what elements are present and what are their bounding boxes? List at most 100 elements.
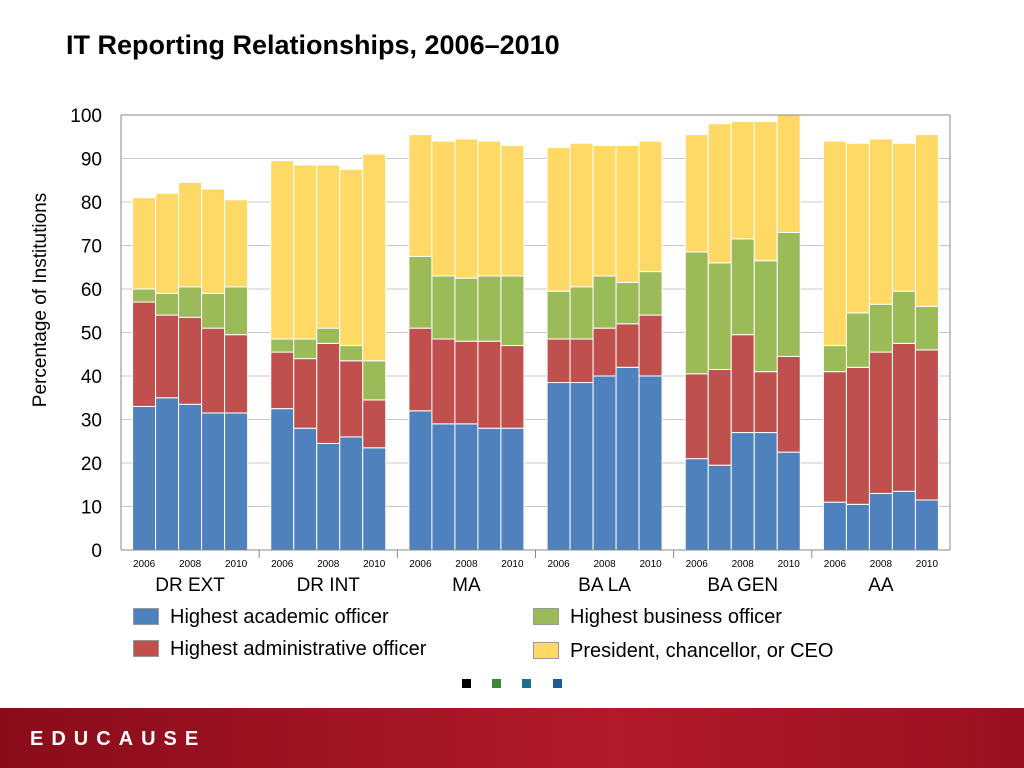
y-axis-label: Percentage of Institutions — [30, 193, 51, 407]
group-label: BA LA — [578, 575, 631, 596]
bar-segment-president — [891, 142, 916, 292]
x-year-label: 2006 — [271, 559, 294, 570]
slide-dot-3[interactable] — [522, 679, 531, 688]
x-year-label: 2006 — [824, 559, 847, 570]
x-year-label: 2010 — [639, 559, 662, 570]
y-tick-label: 80 — [81, 193, 102, 214]
bar-segment-business — [776, 231, 801, 357]
bar-segment-academic — [155, 397, 180, 551]
bar-segment-administrative — [339, 360, 364, 438]
bar-segment-academic — [270, 408, 295, 551]
x-year-label: 2010 — [363, 559, 386, 570]
bar-segment-president — [431, 140, 456, 277]
educause-logo: EDUCAUSE — [30, 728, 207, 750]
bar-segment-academic — [408, 410, 433, 551]
bar-segment-president — [500, 144, 525, 277]
bar-segment-business — [155, 292, 180, 316]
x-year-label: 2008 — [870, 559, 893, 570]
slide-dot-1[interactable] — [462, 679, 471, 688]
y-tick-label: 90 — [81, 150, 102, 171]
bar-segment-business — [914, 305, 939, 351]
bar-segment-academic — [500, 427, 525, 551]
bar-segment-president — [178, 181, 203, 288]
bar-segment-administrative — [592, 327, 617, 377]
slide-dot-2[interactable] — [492, 679, 501, 688]
bar-segment-president — [730, 121, 755, 240]
bar-segment-administrative — [201, 327, 226, 414]
x-year-label: 2008 — [732, 559, 755, 570]
bar-segment-administrative — [569, 338, 594, 384]
bar-segment-administrative — [178, 316, 203, 405]
x-year-label: 2010 — [778, 559, 801, 570]
bar-segment-president — [776, 114, 801, 233]
legend-label-academic: Highest academic officer — [170, 606, 389, 628]
bar-segment-academic — [293, 427, 318, 551]
bar-segment-business — [592, 275, 617, 329]
bar-segment-academic — [316, 442, 341, 551]
bar-segment-business — [270, 338, 295, 353]
bar-segment-business — [408, 255, 433, 329]
bar-segment-president — [293, 164, 318, 340]
bar-segment-president — [753, 121, 778, 262]
bar-segment-president — [132, 197, 157, 290]
y-tick-label: 60 — [81, 280, 102, 301]
bar-segment-administrative — [546, 338, 571, 384]
bar-segment-president — [707, 123, 732, 264]
bar-segment-academic — [753, 432, 778, 551]
bar-segment-administrative — [615, 323, 640, 368]
bar-segment-administrative — [431, 338, 456, 425]
bar-segment-administrative — [638, 314, 663, 377]
bar-segment-business — [730, 238, 755, 336]
bar-segment-academic — [454, 423, 479, 551]
bar-segment-business — [868, 303, 893, 353]
y-tick-label: 10 — [81, 498, 102, 519]
bar-segment-business — [316, 327, 341, 344]
bar-segment-business — [707, 262, 732, 370]
legend-label-business: Highest business officer — [570, 606, 782, 628]
bar-segment-academic — [132, 405, 157, 551]
bar-segment-president — [339, 168, 364, 347]
legend-label-administrative: Highest administrative officer — [170, 638, 427, 660]
bar-segment-administrative — [684, 373, 709, 460]
bar-segment-administrative — [868, 351, 893, 494]
bar-segment-academic — [224, 412, 249, 551]
bar-segment-administrative — [753, 371, 778, 434]
bar-segment-academic — [891, 490, 916, 551]
slide-dot-4[interactable] — [553, 679, 562, 688]
bar-segment-academic — [546, 382, 571, 551]
x-year-label: 2010 — [225, 559, 248, 570]
bar-segment-president — [822, 140, 847, 347]
bar-segment-president — [316, 164, 341, 329]
bar-segment-academic — [431, 423, 456, 551]
group-label: MA — [452, 575, 481, 596]
bar-segment-president — [408, 134, 433, 257]
y-tick-label: 20 — [81, 454, 102, 475]
bar-segment-administrative — [155, 314, 180, 399]
bar-segment-administrative — [408, 327, 433, 412]
x-year-label: 2010 — [501, 559, 524, 570]
x-year-label: 2006 — [686, 559, 709, 570]
bar-segment-president — [201, 188, 226, 294]
y-tick-label: 40 — [81, 367, 102, 388]
bar-segment-academic — [868, 492, 893, 551]
bar-segment-academic — [730, 432, 755, 551]
bar-segment-president — [914, 134, 939, 307]
bar-segment-administrative — [316, 342, 341, 444]
bar-segment-business — [546, 290, 571, 340]
y-tick-label: 50 — [81, 324, 102, 345]
bar-segment-president — [684, 134, 709, 253]
group-label: DR EXT — [155, 575, 225, 596]
bar-segment-president — [454, 138, 479, 279]
bar-segment-academic — [684, 458, 709, 551]
x-year-label: 2008 — [317, 559, 340, 570]
bar-segment-business — [569, 286, 594, 340]
bar-segment-business — [132, 288, 157, 303]
x-year-label: 2008 — [455, 559, 478, 570]
bar-segment-administrative — [822, 371, 847, 503]
group-label: BA GEN — [707, 575, 778, 596]
bar-segment-academic — [201, 412, 226, 551]
bar-segment-academic — [914, 499, 939, 551]
bar-segment-president — [868, 138, 893, 305]
bar-segment-academic — [845, 503, 870, 551]
